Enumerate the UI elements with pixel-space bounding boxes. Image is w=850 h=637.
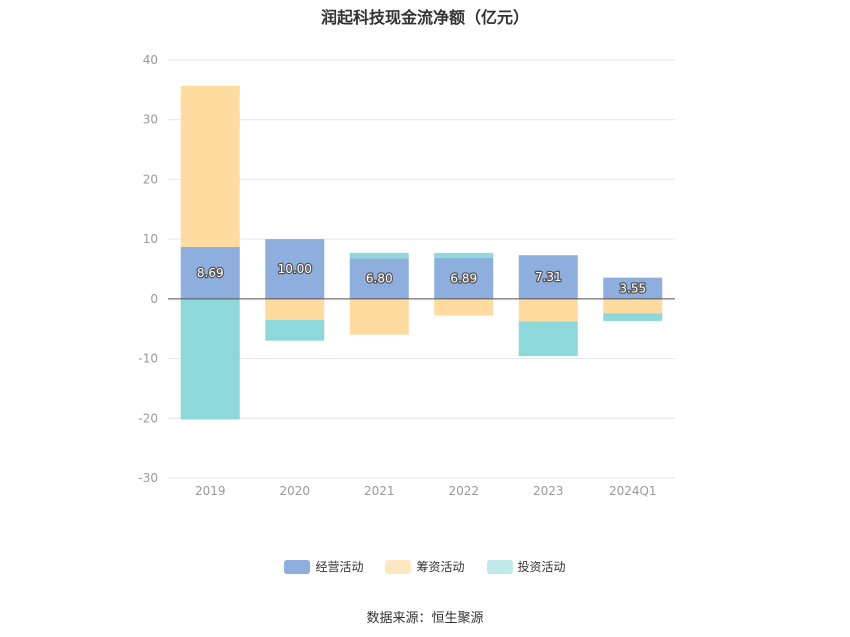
bar-financing[interactable] <box>518 298 578 322</box>
legend-item-financing[interactable]: 筹资活动 <box>385 558 465 575</box>
legend-item-investing[interactable]: 投资活动 <box>486 558 566 575</box>
legend-swatch-operating <box>284 559 311 574</box>
y-tick-label: 0 <box>150 292 158 306</box>
x-tick-label: 2023 <box>533 484 564 498</box>
bars-layer <box>180 85 663 420</box>
data-labels-layer: 8.69 10.00 6.80 6.89 7.31 3.55 <box>196 261 648 297</box>
bar-operating[interactable] <box>434 257 494 299</box>
y-tick-label: 20 <box>143 172 158 186</box>
legend-swatch-investing <box>486 559 513 574</box>
data-source: 数据来源：恒生聚源 <box>366 611 484 626</box>
x-tick-label: 2020 <box>279 484 310 498</box>
legend-swatch-financing <box>385 559 412 574</box>
bar-operating[interactable] <box>180 246 240 299</box>
y-tick-label: -30 <box>138 471 158 485</box>
bar-operating[interactable] <box>265 239 325 299</box>
bar-investing[interactable] <box>434 252 494 258</box>
data-label: 7.31 <box>535 270 562 284</box>
y-tick-label: -20 <box>138 411 158 425</box>
data-label: 8.69 <box>197 266 224 280</box>
x-tick-label: 2022 <box>448 484 479 498</box>
y-tick-label: -10 <box>138 352 158 366</box>
bar-investing[interactable] <box>349 252 409 259</box>
grid-lines <box>168 59 675 479</box>
bar-operating[interactable] <box>518 255 578 299</box>
bar-investing[interactable] <box>180 298 240 420</box>
data-label: 6.89 <box>450 271 477 285</box>
legend-label-operating: 经营活动 <box>315 560 364 574</box>
y-tick-label: 30 <box>143 113 158 127</box>
bar-operating[interactable] <box>603 277 663 299</box>
x-axis: 2019 2020 2021 2022 2023 2024Q1 <box>195 484 657 498</box>
bar-financing[interactable] <box>349 298 409 335</box>
y-axis: 40 30 20 10 0 -10 -20 -30 <box>138 53 158 485</box>
legend-label-financing: 筹资活动 <box>416 560 465 574</box>
bar-financing[interactable] <box>180 85 240 247</box>
y-tick-label: 10 <box>143 232 158 246</box>
bar-investing[interactable] <box>603 313 663 321</box>
x-tick-label: 2019 <box>195 484 226 498</box>
bar-financing[interactable] <box>265 298 325 320</box>
legend-label-investing: 投资活动 <box>517 560 566 574</box>
y-tick-label: 40 <box>143 53 158 67</box>
data-label: 3.55 <box>619 281 646 295</box>
chart-svg: 8.69 10.00 6.80 6.89 7.31 3.55 40 30 20 10 0 -10 -2… <box>138 53 675 498</box>
bar-operating[interactable] <box>349 258 409 299</box>
data-label: 6.80 <box>366 272 393 286</box>
legend: 经营活动 筹资活动 投资活动 <box>0 558 850 575</box>
data-label: 10.00 <box>278 262 312 276</box>
x-tick-label: 2021 <box>364 484 395 498</box>
x-tick-label: 2024Q1 <box>609 484 657 498</box>
bar-financing[interactable] <box>603 298 663 314</box>
bar-investing[interactable] <box>518 321 578 357</box>
bar-financing[interactable] <box>434 298 494 316</box>
chart-title: 润起科技现金流净额（亿元） <box>320 8 529 27</box>
bar-investing[interactable] <box>265 319 325 341</box>
legend-item-operating[interactable]: 经营活动 <box>284 558 363 575</box>
